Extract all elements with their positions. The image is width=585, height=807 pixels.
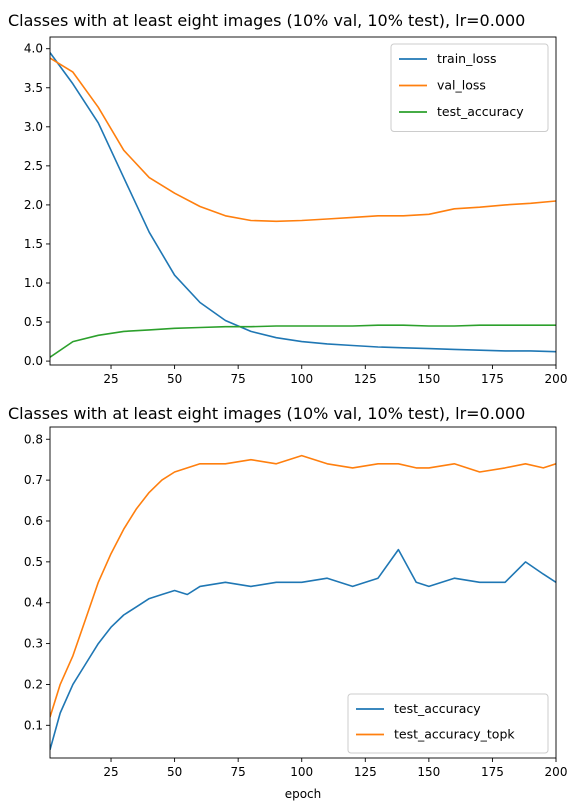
x-tick-label: 200 — [545, 765, 568, 779]
legend-label: val_loss — [437, 78, 486, 93]
series-line-test-accuracy — [50, 324, 556, 358]
legend-box — [347, 693, 549, 754]
y-tick-label: 4.0 — [24, 42, 43, 56]
x-tick-label: 25 — [103, 765, 118, 779]
x-axis-label: epoch — [285, 787, 322, 801]
legend: test_accuracy test_accuracy_topk — [347, 693, 549, 754]
x-tick-label: 175 — [481, 372, 504, 386]
legend-box — [390, 43, 549, 132]
chart-2: Classes with at least eight images (10% … — [8, 404, 567, 801]
series-line-test-accuracy-topk — [50, 454, 556, 718]
y-tick-label: 1.5 — [24, 237, 43, 251]
series-line-train-loss — [50, 52, 556, 353]
y-tick-label: 0.5 — [24, 315, 43, 329]
legend-label: train_loss — [437, 51, 497, 66]
plot-frame — [49, 426, 557, 759]
x-tick-label: 125 — [354, 765, 377, 779]
legend-label: test_accuracy — [437, 104, 524, 119]
y-tick-label: 3.5 — [24, 81, 43, 95]
y-tick-label: 1.0 — [24, 276, 43, 290]
y-tick-label: 0.3 — [24, 637, 43, 651]
y-tick-label: 0.1 — [24, 718, 43, 732]
chart-title: Classes with at least eight images (10% … — [8, 11, 525, 30]
y-tick-label: 3.0 — [24, 120, 43, 134]
x-tick-label: 50 — [167, 765, 182, 779]
y-tick-label: 0.4 — [24, 596, 43, 610]
legend-label: test_accuracy_topk — [394, 727, 515, 742]
legend: train_loss val_loss test_accuracy — [390, 43, 549, 132]
series-line-val-loss — [50, 57, 556, 223]
series-line-test-accuracy — [50, 548, 556, 751]
x-tick-label: 75 — [231, 765, 246, 779]
x-tick-label: 175 — [481, 765, 504, 779]
x-tick-label: 100 — [290, 372, 313, 386]
x-tick-label: 50 — [167, 372, 182, 386]
chart-1: Classes with at least eight images (10% … — [8, 11, 567, 386]
x-tick-label: 200 — [545, 372, 568, 386]
y-tick-label: 0.6 — [24, 514, 43, 528]
x-tick-label: 150 — [417, 765, 440, 779]
x-tick-label: 100 — [290, 765, 313, 779]
y-tick-label: 0.8 — [24, 432, 43, 446]
y-tick-label: 2.0 — [24, 198, 43, 212]
y-tick-label: 0.2 — [24, 677, 43, 691]
x-tick-label: 25 — [103, 372, 118, 386]
plot-frame — [49, 36, 557, 366]
y-tick-label: 2.5 — [24, 159, 43, 173]
x-tick-label: 75 — [231, 372, 246, 386]
x-tick-label: 150 — [417, 372, 440, 386]
y-tick-label: 0.0 — [24, 354, 43, 368]
chart-title: Classes with at least eight images (10% … — [8, 404, 525, 423]
legend-label: test_accuracy — [394, 701, 481, 716]
y-tick-label: 0.7 — [24, 473, 43, 487]
x-tick-label: 125 — [354, 372, 377, 386]
y-tick-label: 0.5 — [24, 555, 43, 569]
